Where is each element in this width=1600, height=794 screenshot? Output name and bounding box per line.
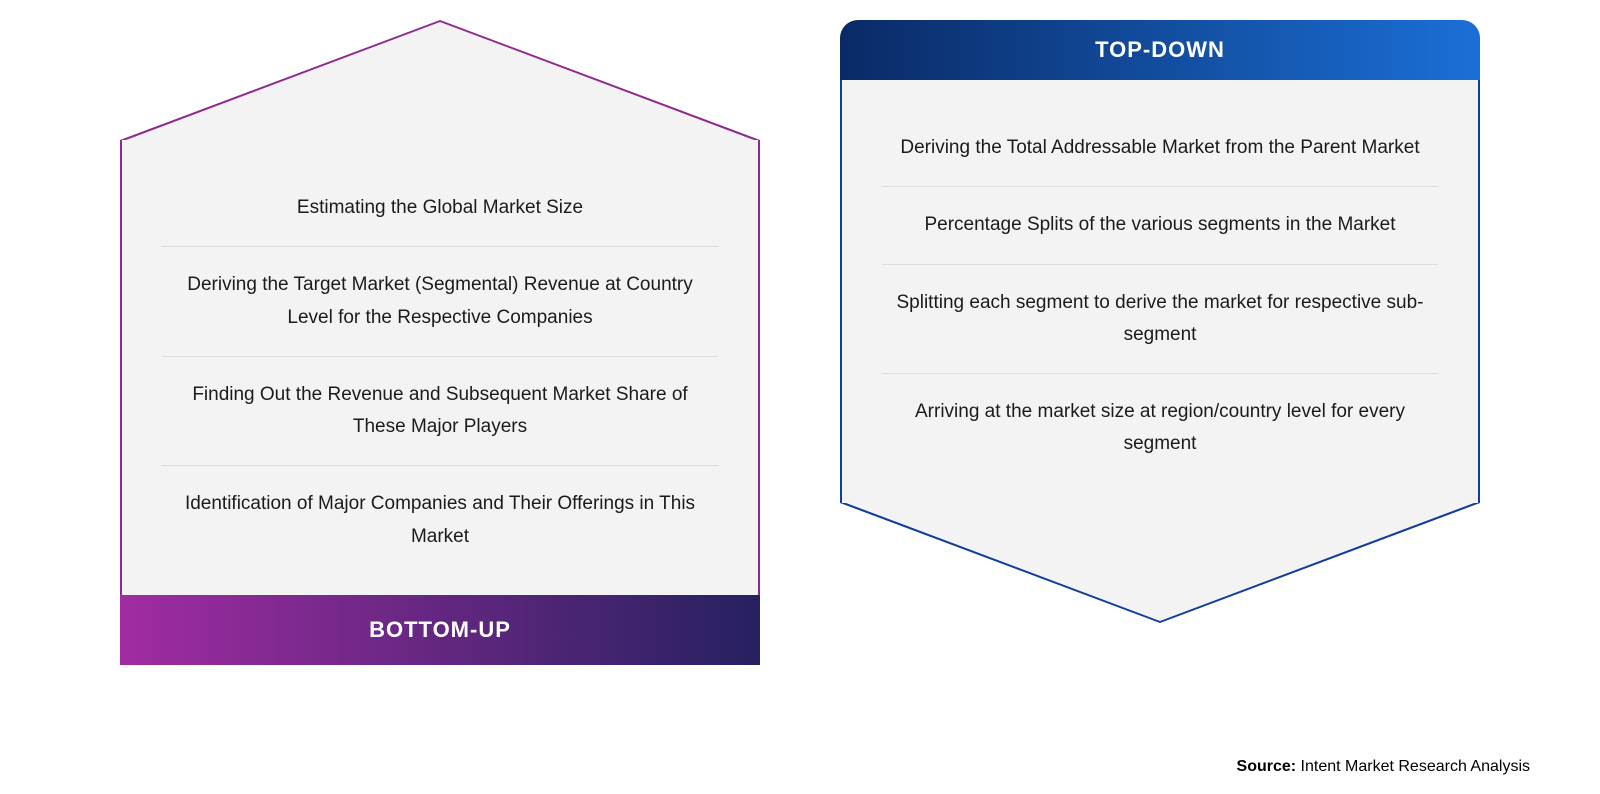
top-down-panel: TOP-DOWN Deriving the Total Addressable …: [840, 20, 1480, 665]
top-down-list: Deriving the Total Addressable Market fr…: [840, 80, 1480, 503]
bottom-up-list: Estimating the Global Market Size Derivi…: [120, 140, 760, 595]
bottom-up-panel: Estimating the Global Market Size Derivi…: [120, 20, 760, 665]
bottom-up-title: BOTTOM-UP: [369, 617, 511, 643]
top-down-title-bar: TOP-DOWN: [840, 20, 1480, 80]
source-attribution: Source: Intent Market Research Analysis: [1237, 758, 1530, 776]
up-arrow-icon: [120, 20, 760, 140]
diagram-container: Estimating the Global Market Size Derivi…: [0, 0, 1600, 665]
source-text: Intent Market Research Analysis: [1296, 758, 1530, 775]
list-item: Splitting each segment to derive the mar…: [882, 265, 1438, 374]
list-item: Finding Out the Revenue and Subsequent M…: [162, 357, 718, 466]
list-item: Identification of Major Companies and Th…: [162, 466, 718, 575]
list-item: Deriving the Target Market (Segmental) R…: [162, 247, 718, 356]
list-item: Percentage Splits of the various segment…: [882, 187, 1438, 263]
list-item: Estimating the Global Market Size: [162, 170, 718, 246]
top-down-title: TOP-DOWN: [1095, 37, 1225, 63]
bottom-up-title-bar: BOTTOM-UP: [120, 595, 760, 665]
list-item: Deriving the Total Addressable Market fr…: [882, 110, 1438, 186]
source-label: Source:: [1237, 758, 1297, 775]
down-arrow-icon: [840, 503, 1480, 623]
list-item: Arriving at the market size at region/co…: [882, 374, 1438, 483]
